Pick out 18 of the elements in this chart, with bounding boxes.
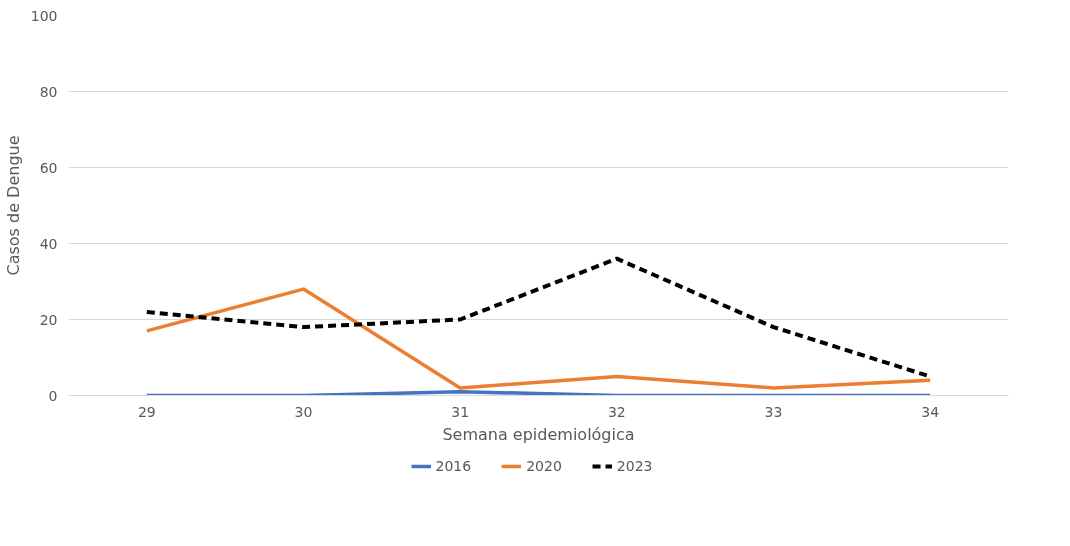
x-tick-label: 32 (607, 403, 626, 420)
y-tick-label: 40 (39, 235, 58, 252)
x-tick-label: 31 (451, 403, 470, 420)
y-tick-label: 100 (30, 7, 58, 24)
x-tick-label: 30 (294, 403, 313, 420)
legend-label: 2020 (526, 458, 562, 474)
y-tick-label: 20 (39, 311, 58, 328)
x-axis-title: Semana epidemiológica (442, 424, 635, 444)
y-axis-title: Casos de Dengue (3, 135, 23, 276)
legend-label: 2023 (616, 458, 653, 474)
line-series (145, 287, 932, 390)
x-tick-label: 29 (137, 403, 156, 420)
y-tick-label: 80 (39, 83, 58, 100)
x-tick-label: 34 (921, 403, 940, 420)
y-tick-label: 0 (48, 387, 58, 404)
y-tick-label: 60 (39, 159, 58, 176)
x-tick-label: 33 (764, 403, 783, 420)
legend-label: 2016 (435, 458, 472, 474)
